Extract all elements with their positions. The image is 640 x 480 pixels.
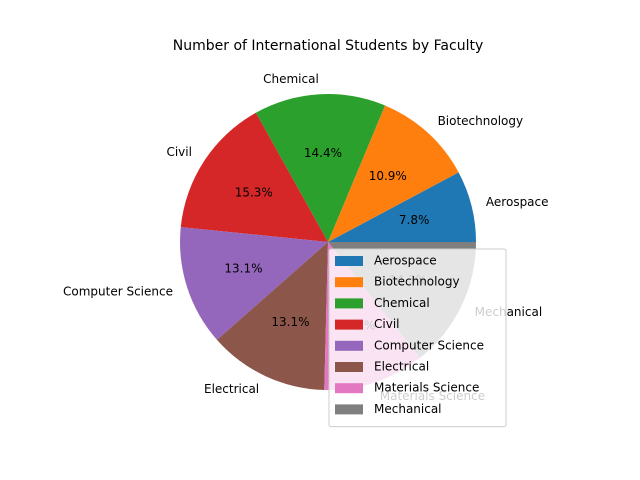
legend-swatch-civil xyxy=(335,319,363,330)
legend-swatch-chemical xyxy=(335,298,363,309)
slice-percent-computer-science: 13.1% xyxy=(224,262,262,276)
slice-percent-aerospace: 7.8% xyxy=(399,213,430,227)
legend-label-civil: Civil xyxy=(374,317,399,331)
slice-percent-civil: 15.3% xyxy=(235,186,273,200)
pie-slice-computer-science xyxy=(180,227,328,340)
pie-slice-electrical xyxy=(216,242,328,390)
legend-label-computer-science: Computer Science xyxy=(374,338,484,352)
legend-swatch-computer-science xyxy=(335,340,363,351)
slice-percent-chemical: 14.4% xyxy=(304,146,342,160)
legend-swatch-biotechnology xyxy=(335,277,363,288)
legend-swatch-aerospace xyxy=(335,256,363,266)
legend-frame xyxy=(328,248,507,428)
legend-swatch-mechanical xyxy=(335,404,363,415)
slice-label-electrical: Electrical xyxy=(204,382,259,396)
chart-title: Number of International Students by Facu… xyxy=(173,38,484,54)
legend-swatch-electrical xyxy=(335,362,363,372)
pie-slice-chemical xyxy=(255,94,386,242)
pie-slice-aerospace xyxy=(328,172,476,242)
slice-label-biotechnology: Biotechnology xyxy=(438,114,524,128)
legend-label-aerospace: Aerospace xyxy=(374,254,437,268)
legend: Aerospace Biotechnology Chemical Civil Compu… xyxy=(328,248,507,428)
slice-label-chemical: Chemical xyxy=(263,72,319,86)
slice-percent-electrical: 13.1% xyxy=(271,315,309,329)
slice-percent-biotechnology: 10.9% xyxy=(369,169,407,183)
pie-slice-biotechnology xyxy=(328,105,459,243)
legend-label-mechanical: Mechanical xyxy=(374,402,442,416)
legend-label-biotechnology: Biotechnology xyxy=(374,275,460,289)
pie-slice-civil xyxy=(180,112,328,242)
slice-label-aerospace: Aerospace xyxy=(486,195,549,209)
slice-label-civil: Civil xyxy=(166,145,191,159)
legend-label-materials-science: Materials Science xyxy=(374,381,479,395)
legend-swatch-materials-science xyxy=(335,383,363,394)
legend-label-electrical: Electrical xyxy=(374,360,429,374)
legend-label-chemical: Chemical xyxy=(374,296,430,310)
slice-label-computer-science: Computer Science xyxy=(63,284,173,298)
